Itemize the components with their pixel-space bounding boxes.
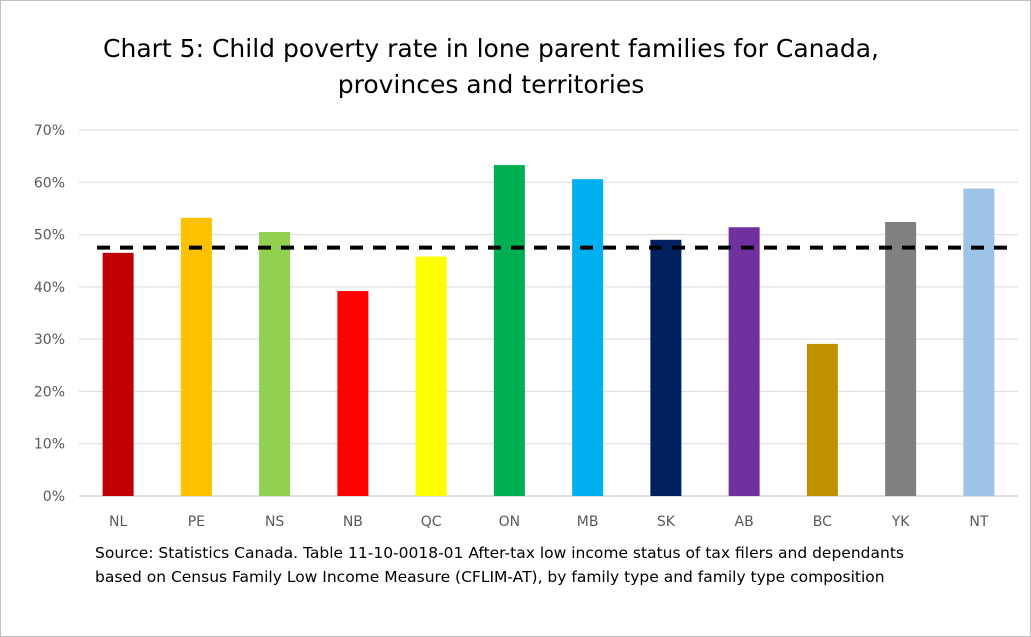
x-axis-tick-labels: NL PE NS NB QC ON MB SK AB BC YK NT	[109, 514, 989, 530]
y-tick-label: 60%	[34, 175, 65, 191]
x-tick-label: BC	[813, 514, 832, 530]
gridlines	[79, 129, 1018, 497]
x-tick-label: AB	[735, 514, 754, 530]
bar-pe	[180, 217, 212, 496]
bar-on	[493, 165, 525, 496]
bar-nt	[963, 188, 995, 496]
bar-ab	[728, 227, 760, 496]
bar-yk	[885, 222, 917, 496]
x-tick-label: MB	[577, 514, 599, 530]
y-tick-label: 0%	[43, 489, 65, 505]
x-tick-label: SK	[657, 514, 676, 530]
bar-nb	[337, 291, 369, 496]
x-tick-label: NL	[109, 514, 127, 530]
y-axis-tick-labels: 0% 10% 20% 30% 40% 50% 60% 70%	[34, 123, 65, 505]
chart-title-line-1: Chart 5: Child poverty rate in lone pare…	[103, 34, 879, 63]
y-tick-label: 50%	[34, 228, 65, 244]
bar-sk	[650, 239, 682, 497]
y-tick-label: 10%	[34, 437, 65, 453]
chart-title-line-2: provinces and territories	[337, 70, 645, 99]
x-tick-label: YK	[891, 514, 911, 530]
y-tick-label: 70%	[34, 123, 65, 139]
source-note: Source: Statistics Canada. Table 11-10-0…	[95, 544, 904, 586]
bar-ns	[259, 231, 291, 496]
x-tick-label: ON	[499, 514, 521, 530]
x-tick-label: NB	[343, 514, 363, 530]
chart-title: Chart 5: Child poverty rate in lone pare…	[61, 31, 921, 103]
bar-nl	[102, 252, 134, 496]
x-tick-label: NS	[265, 514, 284, 530]
x-tick-label: PE	[188, 514, 205, 530]
bar-bc	[806, 343, 838, 496]
x-tick-label: NT	[969, 514, 988, 530]
bar-qc	[415, 256, 447, 496]
x-tick-label: QC	[421, 514, 442, 530]
y-tick-label: 40%	[34, 280, 65, 296]
y-tick-label: 30%	[34, 332, 65, 348]
bar-mb	[572, 179, 604, 497]
bars	[102, 165, 995, 497]
y-tick-label: 20%	[34, 384, 65, 400]
